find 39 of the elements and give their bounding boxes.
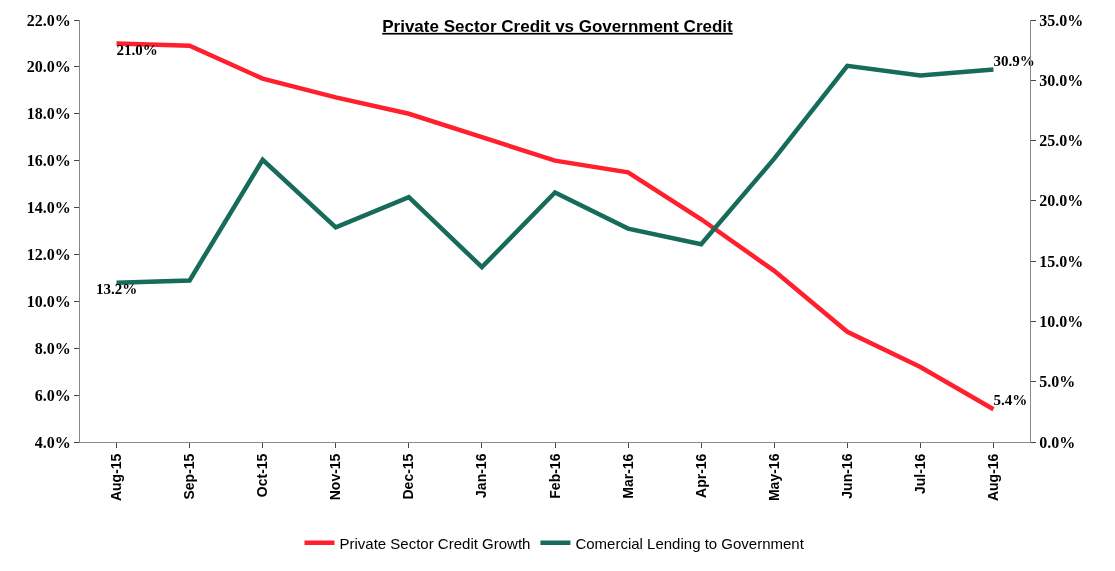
x-tick-label: Aug-16 xyxy=(985,453,1002,502)
y-tick-label: 10.0% xyxy=(26,292,71,310)
y2-tick-label: 5.0% xyxy=(1039,373,1076,391)
y2-tick-label: 0.0% xyxy=(1039,433,1076,451)
y-tick-label: 16.0% xyxy=(26,152,71,170)
x-tick-label: May-16 xyxy=(765,453,782,502)
x-tick-label: Nov-15 xyxy=(327,453,344,501)
y2-tick-label: 20.0% xyxy=(1039,192,1084,210)
x-tick-label: Apr-16 xyxy=(692,453,709,498)
chart-title: Private Sector Credit vs Government Credit xyxy=(382,16,734,36)
y2-tick-label: 15.0% xyxy=(1039,252,1084,270)
x-tick-label: Jan-16 xyxy=(473,453,490,498)
y-tick-label: 12.0% xyxy=(26,246,71,264)
y2-tick-label: 30.0% xyxy=(1039,71,1084,89)
data-label: 5.4% xyxy=(993,392,1028,409)
y-tick-label: 14.0% xyxy=(26,199,71,217)
x-tick-label: Sep-15 xyxy=(181,453,198,500)
data-label: 30.9% xyxy=(993,52,1035,69)
x-tick-label: Feb-16 xyxy=(546,453,563,499)
y-tick-label: 6.0% xyxy=(34,386,71,404)
x-tick-label: Dec-15 xyxy=(400,453,417,500)
x-tick-label: Jul-16 xyxy=(911,453,928,495)
data-label: 21.0% xyxy=(116,41,158,58)
x-tick-label: Oct-15 xyxy=(254,453,271,498)
y-tick-label: 22.0% xyxy=(26,11,71,29)
y-tick-label: 20.0% xyxy=(26,58,71,76)
y-tick-label: 8.0% xyxy=(34,339,71,357)
y-tick-label: 18.0% xyxy=(26,105,71,123)
legend-label: Comercial Lending to Government xyxy=(575,534,805,552)
y2-tick-label: 35.0% xyxy=(1039,11,1084,29)
y-tick-label: 4.0% xyxy=(34,433,71,451)
line-series xyxy=(114,63,996,286)
y2-tick-label: 10.0% xyxy=(1039,313,1084,331)
data-label: 13.2% xyxy=(95,281,138,298)
x-tick-label: Jun-16 xyxy=(838,453,855,499)
legend-label: Private Sector Credit Growth xyxy=(339,534,531,552)
x-tick-label: Aug-15 xyxy=(108,453,125,502)
y2-tick-label: 25.0% xyxy=(1039,132,1084,150)
x-tick-label: Mar-16 xyxy=(619,453,636,499)
